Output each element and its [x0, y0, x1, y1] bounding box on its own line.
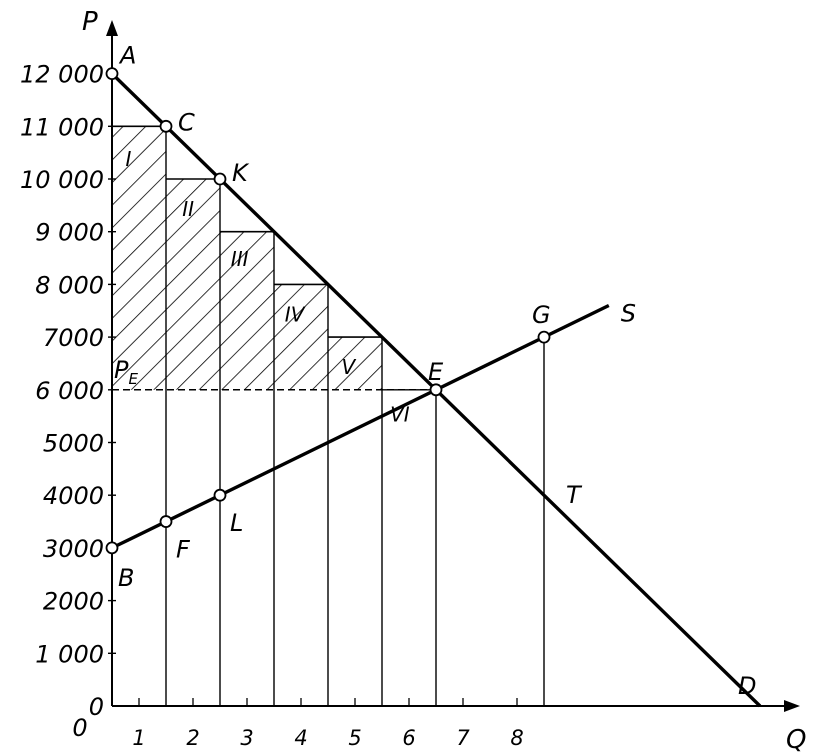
point-label-L: L [230, 509, 243, 537]
point-L [213, 488, 227, 502]
x-tick-label: 3 [240, 726, 253, 750]
step-label-III: III [231, 247, 249, 271]
point-label-A: A [118, 42, 136, 70]
y-tick-label: 10 000 [20, 166, 104, 194]
step-label-V: V [342, 355, 357, 379]
point-A [105, 67, 119, 80]
y-tick-label: 9 000 [35, 219, 104, 247]
point-label-T: T [566, 481, 583, 509]
y-tick-label: 1 000 [35, 640, 104, 668]
y-tick-label: 7000 [43, 324, 104, 352]
y-axis-title: P [82, 7, 98, 37]
point-C [159, 119, 173, 133]
step-label-I: I [126, 147, 132, 171]
x-axis-title: Q [786, 725, 806, 754]
point-F [159, 515, 173, 528]
y-axis-arrow [106, 20, 118, 36]
point-label-G: G [532, 301, 551, 329]
point-label-C: C [178, 108, 195, 136]
surplus-step-1 [112, 126, 166, 390]
y-tick-label: 5000 [43, 430, 104, 458]
x-tick-label: 5 [348, 726, 361, 750]
point-label-D: D [738, 672, 756, 700]
y-tick-label: 8 000 [35, 271, 104, 299]
x-tick-label: 1 [132, 726, 145, 750]
surplus-step-2 [166, 179, 220, 390]
y-tick-label: 4000 [43, 482, 104, 510]
point-K [213, 172, 227, 186]
y-tick-label: 3000 [43, 535, 104, 563]
y-tick-label: 11 000 [20, 113, 104, 141]
surplus-step-5 [328, 337, 382, 390]
series-line-S [111, 303, 610, 550]
surplus-step-4 [274, 284, 328, 390]
pe-label-subscript: E [128, 370, 138, 388]
x-tick-label: 2 [186, 726, 199, 750]
surplus-step-3 [220, 231, 274, 390]
x-tick-label: 8 [510, 726, 523, 750]
x-tick-label: 7 [456, 726, 470, 750]
step-label-IV: IV [285, 302, 306, 326]
point-label-E: E [428, 358, 444, 386]
point-E [429, 383, 443, 397]
y-tick-label: 12 000 [20, 61, 104, 89]
origin-label: 0 [72, 714, 87, 742]
point-label-S: S [621, 299, 636, 327]
x-tick-label: 4 [294, 726, 307, 750]
point-label-F: F [176, 536, 191, 564]
point-label-B: B [118, 564, 134, 592]
point-B [105, 541, 119, 555]
x-tick-label: 6 [402, 726, 415, 750]
x-axis-arrow [784, 700, 800, 712]
step-label-II: II [182, 197, 194, 221]
step-label-VI: VI [390, 403, 410, 427]
y-tick-label: 2000 [43, 588, 104, 616]
y-tick-label: 6 000 [35, 377, 104, 405]
y-tick-label: 0 [89, 693, 104, 721]
point-G [537, 330, 551, 344]
point-label-K: K [232, 159, 250, 187]
